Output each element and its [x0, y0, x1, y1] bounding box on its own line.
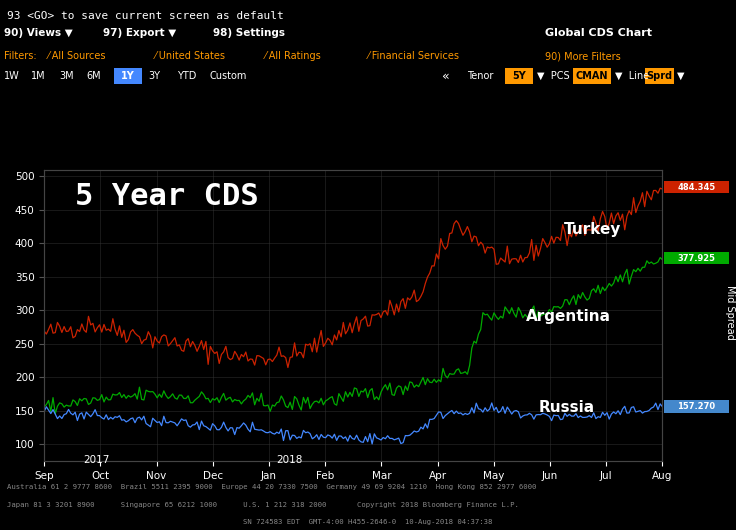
Text: 3M: 3M	[59, 71, 74, 81]
FancyBboxPatch shape	[664, 252, 729, 264]
Text: 157.270: 157.270	[677, 402, 715, 411]
FancyBboxPatch shape	[573, 68, 611, 84]
Text: ⁄ United States: ⁄ United States	[155, 51, 225, 61]
Text: ⁄ Financial Services: ⁄ Financial Services	[368, 51, 460, 61]
Text: 5Y: 5Y	[512, 71, 526, 81]
FancyBboxPatch shape	[505, 68, 533, 84]
Text: Filters:: Filters:	[4, 51, 36, 61]
Text: Japan 81 3 3201 8900      Singapore 65 6212 1000      U.S. 1 212 318 2000       : Japan 81 3 3201 8900 Singapore 65 6212 1…	[7, 502, 519, 508]
Text: 97) Export ▼: 97) Export ▼	[103, 28, 177, 38]
Text: 1W: 1W	[4, 71, 19, 81]
Text: 98) Settings: 98) Settings	[213, 28, 286, 38]
Text: 93 <GO> to save current screen as default: 93 <GO> to save current screen as defaul…	[7, 11, 284, 21]
Text: 5 Year CDS: 5 Year CDS	[75, 182, 259, 210]
Text: 3Y: 3Y	[149, 71, 160, 81]
Text: 377.925: 377.925	[677, 253, 715, 262]
Text: Argentina: Argentina	[526, 309, 612, 324]
Text: 484.345: 484.345	[677, 182, 715, 191]
Text: Russia: Russia	[539, 400, 595, 414]
Text: CMAN: CMAN	[576, 71, 608, 81]
Text: Mid Spread: Mid Spread	[724, 285, 735, 340]
Text: «: «	[442, 69, 449, 83]
FancyBboxPatch shape	[664, 400, 729, 412]
Text: 2018: 2018	[276, 455, 302, 465]
FancyBboxPatch shape	[645, 68, 674, 84]
Text: ▼  PCS: ▼ PCS	[537, 71, 570, 81]
Text: Australia 61 2 9777 8600  Brazil 5511 2395 9000  Europe 44 20 7330 7500  Germany: Australia 61 2 9777 8600 Brazil 5511 239…	[7, 484, 537, 490]
Text: Global CDS Chart: Global CDS Chart	[545, 28, 651, 38]
Text: 90) Views ▼: 90) Views ▼	[4, 28, 72, 38]
Text: 2017: 2017	[83, 455, 110, 465]
Text: Custom: Custom	[210, 71, 247, 81]
Text: Sprd: Sprd	[646, 71, 673, 81]
Text: Tenor: Tenor	[467, 71, 494, 81]
Text: 6M: 6M	[87, 71, 102, 81]
Text: 1M: 1M	[31, 71, 46, 81]
Text: YTD: YTD	[177, 71, 196, 81]
Text: ▼  Line: ▼ Line	[615, 71, 649, 81]
Text: 90) More Filters: 90) More Filters	[545, 51, 620, 61]
Text: Turkey: Turkey	[564, 222, 621, 237]
FancyBboxPatch shape	[114, 68, 142, 84]
FancyBboxPatch shape	[664, 181, 729, 193]
Text: 1Y: 1Y	[121, 71, 135, 81]
Text: ⁄ All Ratings: ⁄ All Ratings	[265, 51, 322, 61]
Text: ▼: ▼	[677, 71, 684, 81]
Text: ⁄ All Sources: ⁄ All Sources	[48, 51, 106, 61]
Text: SN 724583 EDT  GMT-4:00 H455-2646-0  10-Aug-2018 04:37:38: SN 724583 EDT GMT-4:00 H455-2646-0 10-Au…	[243, 519, 492, 525]
